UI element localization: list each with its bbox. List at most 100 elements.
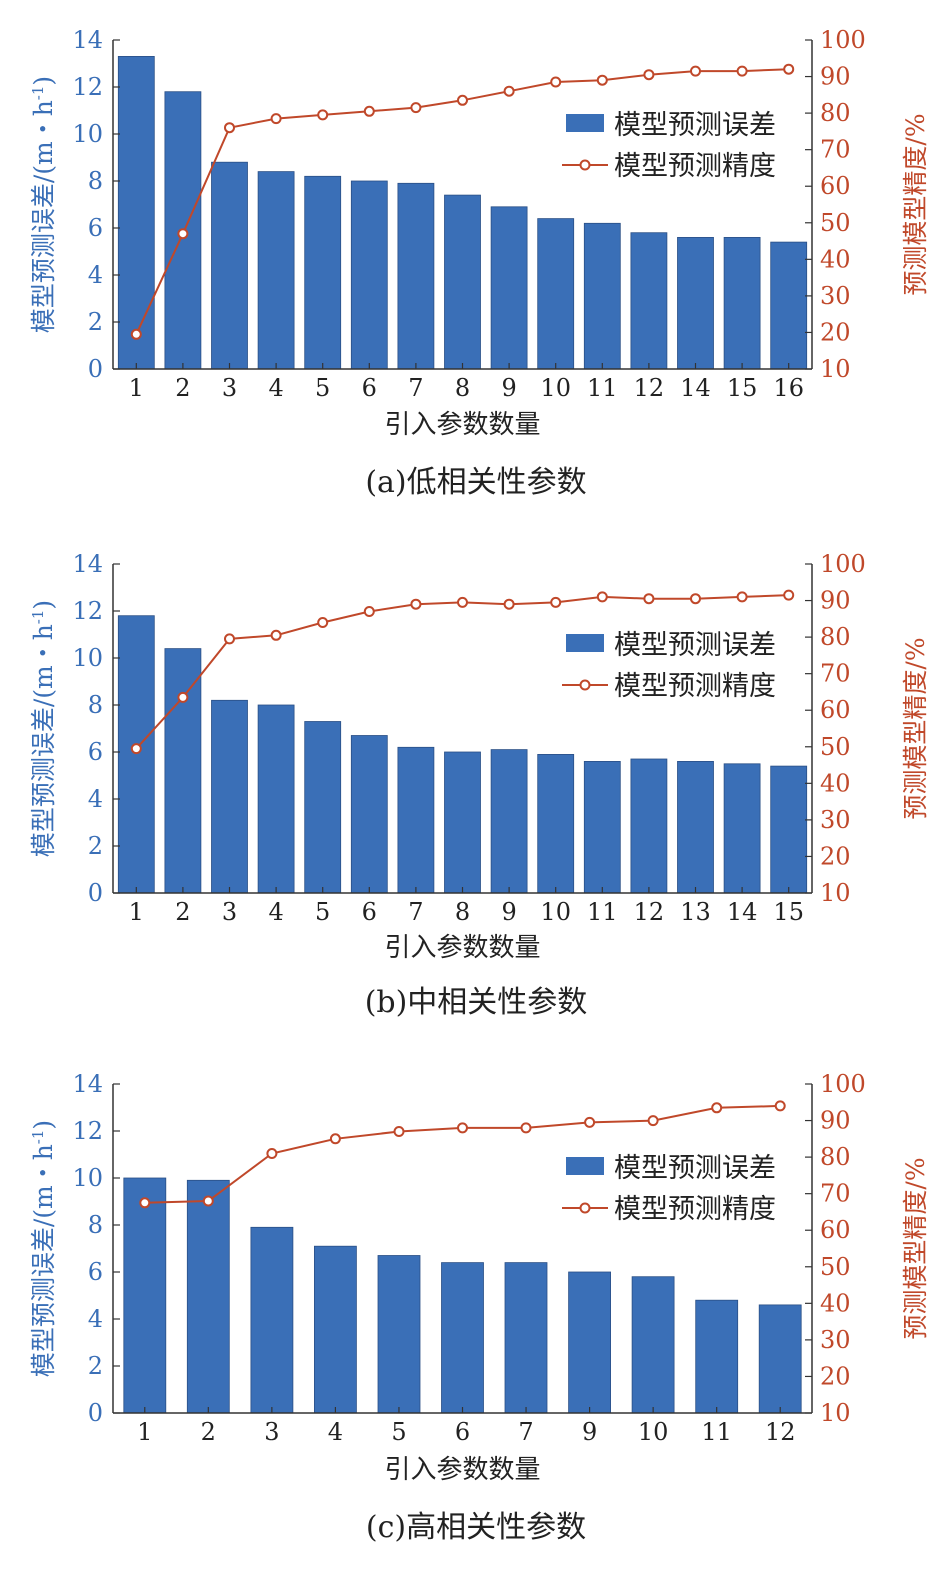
x-tick-label: 10 xyxy=(540,374,571,402)
x-tick-label: 11 xyxy=(587,374,618,402)
panel-caption: (a)低相关性参数 xyxy=(365,465,586,500)
accuracy-point xyxy=(224,122,235,134)
bar xyxy=(313,1245,357,1414)
x-tick-label: 10 xyxy=(540,898,571,926)
right-tick-label: 80 xyxy=(820,1143,851,1171)
panel-caption: (c)高相关性参数 xyxy=(366,1510,586,1545)
right-tick-label: 50 xyxy=(820,209,851,237)
accuracy-point xyxy=(596,591,608,603)
bar xyxy=(583,761,621,894)
x-tick-label: 13 xyxy=(680,898,711,926)
x-tick-label: 6 xyxy=(362,374,377,402)
right-tick-label: 30 xyxy=(820,1326,851,1354)
bar xyxy=(186,1179,230,1414)
right-tick-label: 20 xyxy=(820,842,851,870)
left-tick-label: 0 xyxy=(88,355,103,383)
left-tick-label: 14 xyxy=(72,550,103,578)
legend-bar-label: 模型预测误差 xyxy=(614,630,776,661)
right-tick-label: 100 xyxy=(820,1070,866,1098)
legend-line-marker xyxy=(579,1202,591,1214)
bar xyxy=(677,761,714,894)
right-tick-label: 70 xyxy=(820,136,851,164)
bar xyxy=(537,754,575,894)
left-tick-label: 0 xyxy=(88,879,103,907)
left-tick-label: 6 xyxy=(88,214,103,242)
bar xyxy=(770,241,808,370)
bar xyxy=(444,751,481,894)
x-tick-label: 1 xyxy=(129,898,144,926)
left-tick-label: 8 xyxy=(88,1211,103,1239)
bar xyxy=(123,1177,167,1414)
accuracy-point xyxy=(363,105,375,117)
right-tick-label: 20 xyxy=(820,1362,851,1390)
right-tick-label: 40 xyxy=(820,1289,851,1317)
left-tick-label: 2 xyxy=(88,1352,103,1380)
left-tick-label: 2 xyxy=(88,308,103,336)
x-tick-label: 3 xyxy=(264,1418,279,1446)
accuracy-point xyxy=(130,328,142,340)
right-tick-label: 30 xyxy=(820,806,851,834)
right-tick-label: 40 xyxy=(820,769,851,797)
legend-line-label: 模型预测精度 xyxy=(614,671,776,702)
bar xyxy=(250,1226,294,1414)
bar xyxy=(583,222,621,370)
accuracy-point xyxy=(317,617,329,628)
bar xyxy=(211,699,248,894)
right-tick-label: 10 xyxy=(820,355,851,383)
x-tick-label: 6 xyxy=(455,1418,470,1446)
left-axis-title: 模型预测误差/(m・h-1) xyxy=(29,1120,58,1377)
x-tick-label: 4 xyxy=(328,1418,343,1446)
left-tick-label: 4 xyxy=(88,785,103,813)
accuracy-point xyxy=(550,76,562,88)
accuracy-point xyxy=(270,629,282,641)
x-tick-label: 12 xyxy=(634,374,665,402)
left-tick-label: 8 xyxy=(88,167,103,195)
legend-bar-swatch xyxy=(566,634,604,652)
accuracy-point xyxy=(363,606,375,617)
accuracy-point xyxy=(202,1195,214,1207)
bar xyxy=(490,749,528,894)
bar xyxy=(537,218,575,370)
left-tick-label: 12 xyxy=(72,73,103,101)
x-tick-label: 5 xyxy=(391,1418,406,1446)
x-tick-label: 9 xyxy=(582,1418,597,1446)
left-tick-label: 10 xyxy=(72,120,103,148)
bar xyxy=(770,765,808,894)
x-tick-label: 12 xyxy=(634,898,665,926)
right-tick-label: 90 xyxy=(820,63,851,91)
x-tick-label: 9 xyxy=(501,898,516,926)
left-tick-label: 2 xyxy=(88,832,103,860)
legend-bar-label: 模型预测误差 xyxy=(614,1153,776,1184)
right-tick-label: 100 xyxy=(820,26,866,54)
left-tick-label: 6 xyxy=(88,1258,103,1286)
accuracy-point xyxy=(317,109,329,121)
legend-bar-swatch xyxy=(566,114,604,132)
bar xyxy=(397,746,435,894)
x-tick-label: 12 xyxy=(765,1418,796,1446)
accuracy-point xyxy=(177,691,189,703)
x-tick-label: 11 xyxy=(701,1418,732,1446)
accuracy-point xyxy=(643,593,655,605)
x-tick-label: 14 xyxy=(727,898,758,926)
bar xyxy=(117,56,155,370)
right-tick-label: 70 xyxy=(820,660,851,688)
right-tick-label: 10 xyxy=(820,1399,851,1427)
x-tick-label: 5 xyxy=(315,374,330,402)
right-tick-label: 10 xyxy=(820,879,851,907)
accuracy-point xyxy=(393,1126,405,1137)
right-tick-label: 80 xyxy=(820,623,851,651)
x-tick-label: 11 xyxy=(587,898,618,926)
x-tick-label: 15 xyxy=(773,898,804,926)
accuracy-point xyxy=(584,1116,596,1128)
accuracy-point xyxy=(503,85,515,97)
right-tick-label: 60 xyxy=(820,1216,851,1244)
x-tick-label: 15 xyxy=(727,374,758,402)
accuracy-point xyxy=(643,69,655,81)
accuracy-point xyxy=(736,591,748,603)
bar xyxy=(630,758,668,894)
x-tick-label: 14 xyxy=(680,374,711,402)
accuracy-point xyxy=(130,743,142,755)
right-axis-title: 预测模型精度/% xyxy=(901,1157,930,1339)
